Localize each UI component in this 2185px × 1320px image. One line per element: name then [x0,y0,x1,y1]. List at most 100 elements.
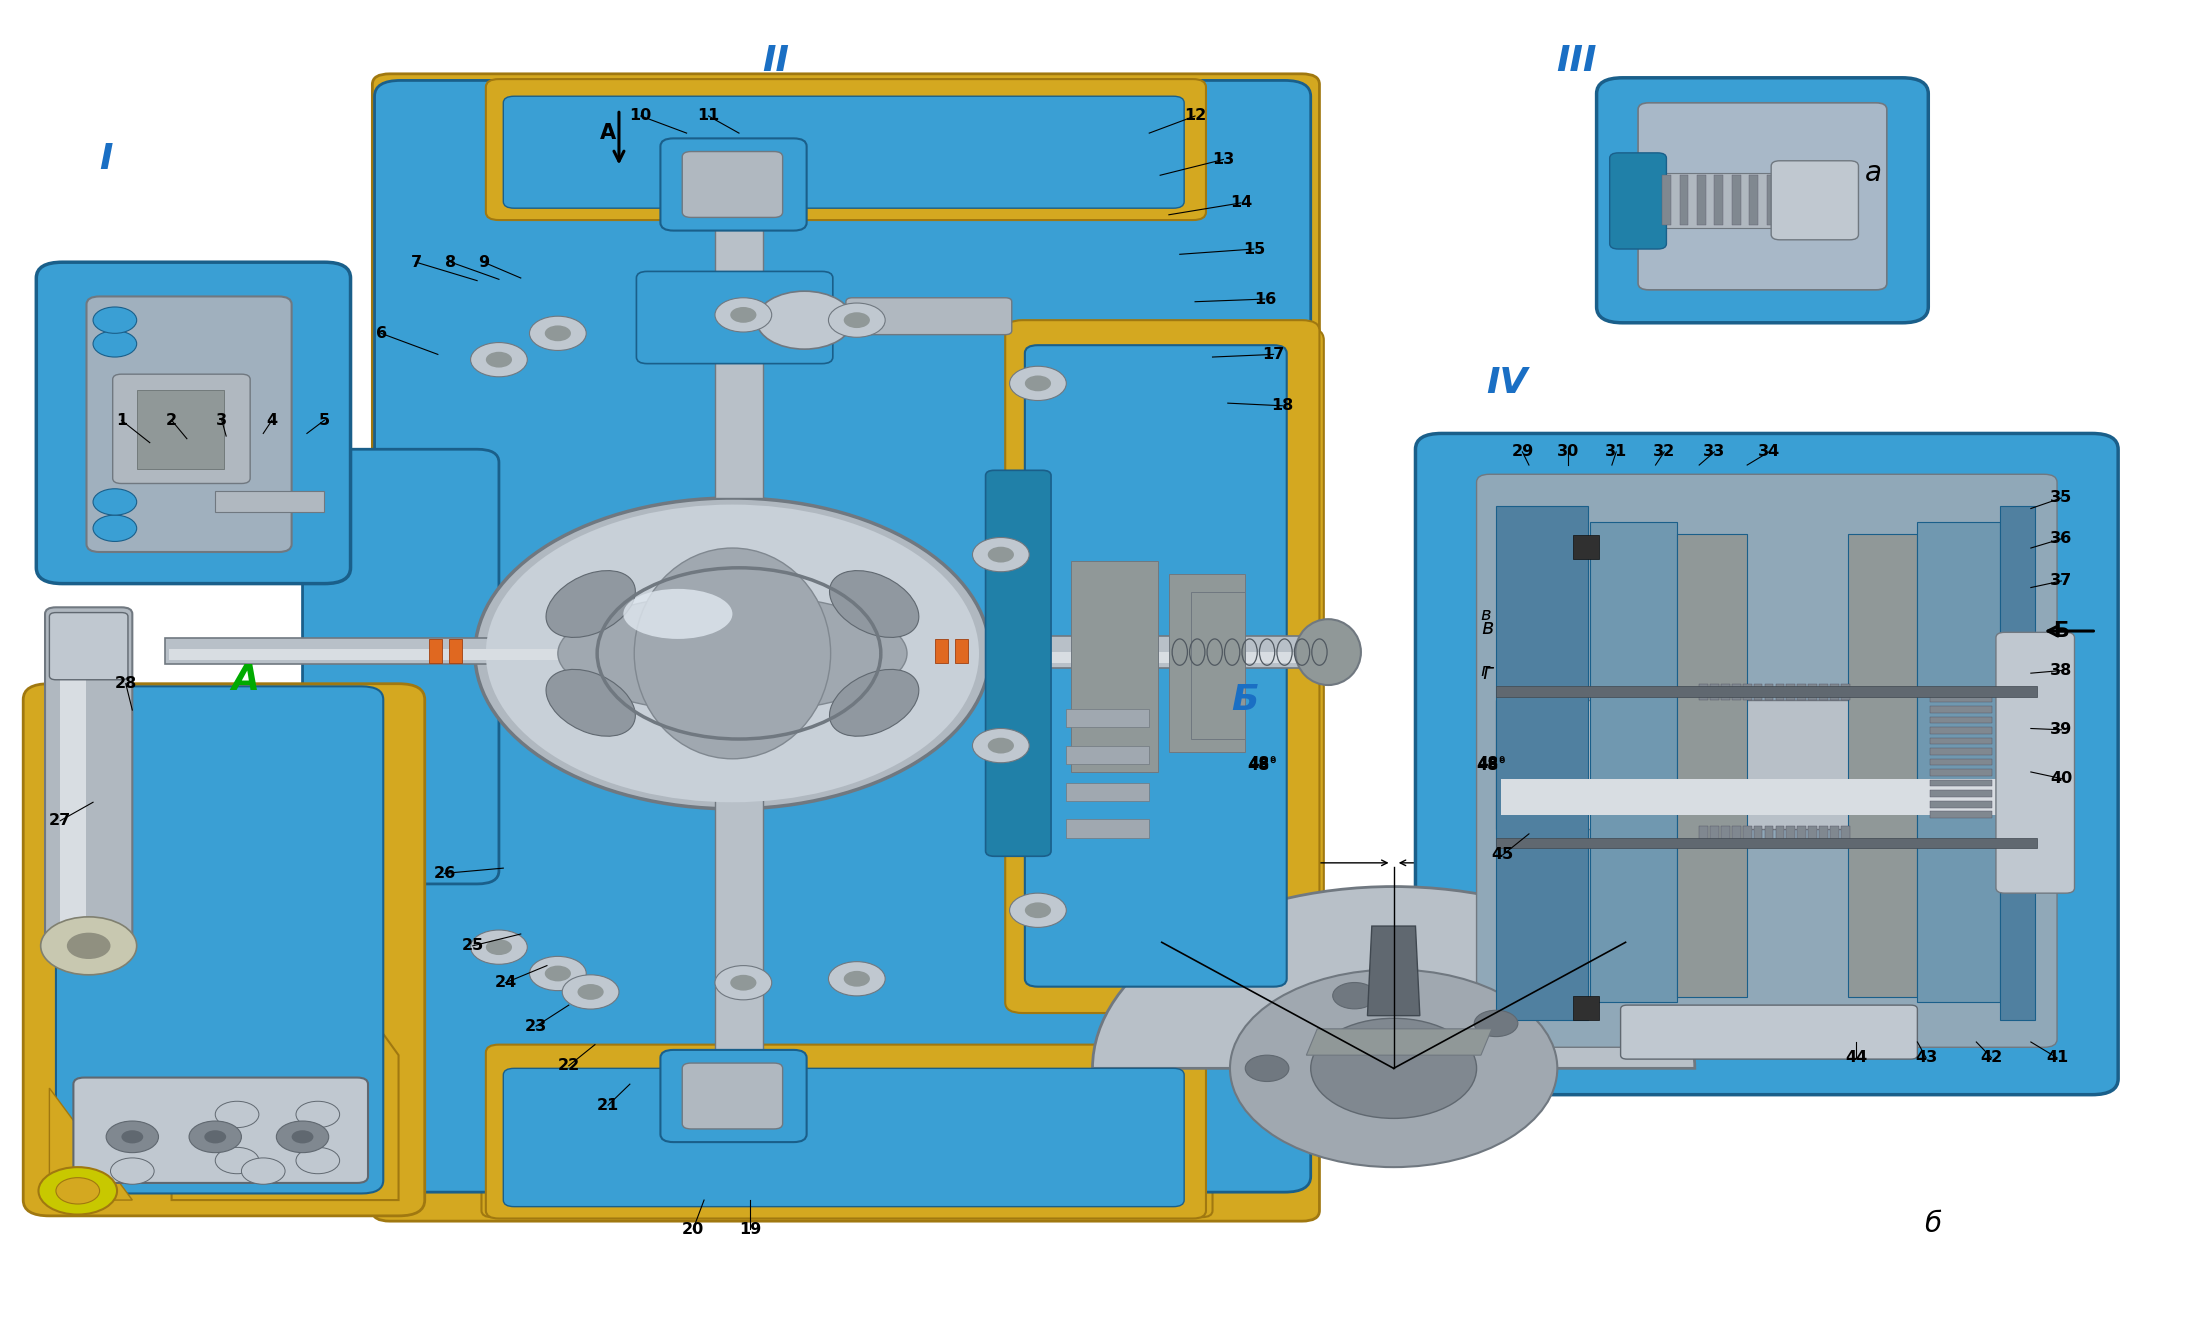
Circle shape [1475,1010,1519,1036]
Bar [1497,838,2036,849]
Bar [1656,173,1776,228]
Bar [428,639,441,663]
FancyBboxPatch shape [371,74,1320,1221]
Text: б: б [1925,1209,1940,1238]
Text: 28: 28 [114,676,138,692]
Text: 20: 20 [682,1221,704,1237]
Text: г: г [1481,663,1492,684]
Bar [1999,506,2034,1019]
Circle shape [94,331,138,356]
Bar [1932,748,1991,755]
Circle shape [843,972,870,986]
Bar [166,638,721,664]
Circle shape [1230,970,1558,1167]
FancyBboxPatch shape [636,272,832,363]
Text: 25: 25 [461,939,483,953]
Circle shape [107,1121,160,1152]
Text: IV: IV [1486,367,1527,400]
Text: 42: 42 [1980,1051,2004,1065]
Text: 43: 43 [1914,1051,1938,1065]
Bar [1755,684,1763,700]
FancyBboxPatch shape [985,470,1051,857]
FancyBboxPatch shape [1621,1005,1918,1059]
Bar [1932,770,1991,776]
Circle shape [94,488,138,515]
FancyBboxPatch shape [114,374,249,483]
FancyBboxPatch shape [57,686,382,1193]
Bar [1066,820,1149,838]
Circle shape [275,1121,328,1152]
FancyBboxPatch shape [46,607,133,950]
Circle shape [730,974,756,990]
FancyBboxPatch shape [481,100,1213,239]
Bar [1798,826,1807,842]
Bar [1932,801,1991,808]
FancyBboxPatch shape [682,152,782,218]
Text: 30: 30 [1558,445,1580,459]
Circle shape [529,317,586,350]
Text: 27: 27 [50,813,72,828]
Ellipse shape [1296,619,1361,685]
Text: 45: 45 [1492,847,1514,862]
Text: в: в [1479,606,1490,624]
Text: I: I [98,143,114,177]
Circle shape [295,1147,339,1173]
Bar [1932,717,1991,723]
Bar [1678,533,1748,997]
Bar [1733,826,1741,842]
FancyBboxPatch shape [1995,632,2074,894]
Circle shape [544,326,570,342]
Text: 17: 17 [1263,347,1285,362]
FancyBboxPatch shape [374,81,1311,1192]
Circle shape [529,957,586,990]
Text: 24: 24 [494,975,516,990]
Bar [1932,727,1991,734]
Text: 15: 15 [1243,242,1265,256]
Bar [1191,591,1245,739]
Circle shape [562,974,618,1008]
Text: А: А [601,123,616,143]
Circle shape [730,308,756,323]
Bar [1820,684,1829,700]
Bar [1700,826,1709,842]
Ellipse shape [830,669,920,737]
Text: 41: 41 [2045,1051,2069,1065]
Text: 36: 36 [2050,532,2074,546]
FancyBboxPatch shape [503,1068,1184,1206]
Bar [1932,812,1991,818]
Bar [1733,684,1741,700]
Bar [1744,684,1752,700]
Circle shape [470,931,527,965]
Bar [1842,684,1851,700]
Text: II: II [763,44,789,78]
Polygon shape [50,1088,133,1200]
Circle shape [470,343,527,376]
Bar [1680,176,1689,226]
Bar [1066,746,1149,764]
FancyBboxPatch shape [1025,346,1287,986]
Circle shape [1025,903,1051,919]
Circle shape [68,933,111,960]
Circle shape [122,1130,144,1143]
Circle shape [57,1177,101,1204]
Text: 37: 37 [2050,573,2074,589]
Circle shape [1333,982,1377,1008]
Bar [1831,826,1840,842]
Bar [1918,521,1999,1002]
Bar [955,639,968,663]
Bar [1744,826,1752,842]
Bar [138,389,225,469]
Text: 4: 4 [267,413,277,428]
Text: 2: 2 [166,413,177,428]
Bar [994,652,1313,663]
FancyBboxPatch shape [1597,78,1929,323]
Text: 32: 32 [1654,445,1676,459]
Bar [1497,506,1588,1019]
Bar [714,209,763,498]
FancyBboxPatch shape [485,79,1206,220]
Text: 48°: 48° [1477,756,1505,771]
Circle shape [988,738,1014,754]
Circle shape [216,1147,258,1173]
FancyBboxPatch shape [485,1044,1206,1218]
Bar [1849,533,1918,997]
